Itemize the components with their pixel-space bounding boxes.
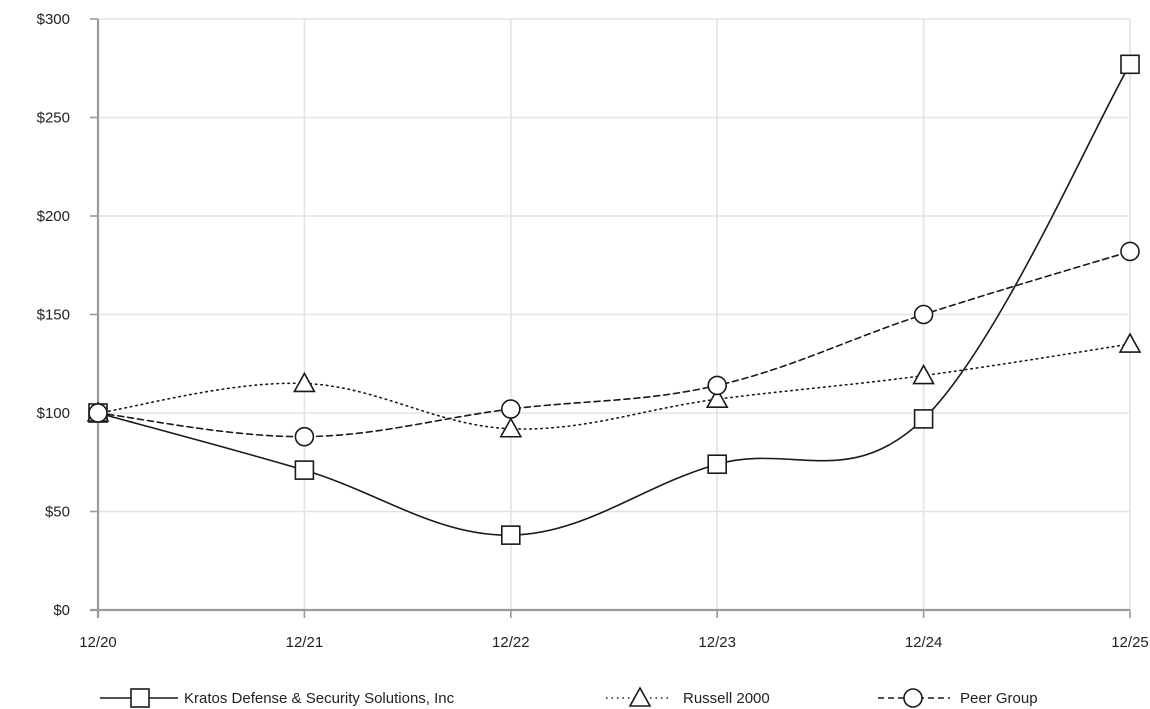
legend-swatch-marker [628,686,652,707]
data-point-circle-2-2 [500,399,521,419]
legend-item-2: Peer Group [878,688,1038,708]
x-tick-label: 12/22 [492,634,530,651]
x-tick-label: 12/21 [286,634,324,651]
data-point-square-0-4 [913,409,934,429]
data-point-circle-2-0 [88,403,108,423]
legend-swatch-marker [130,688,150,708]
x-tick-label: 12/20 [79,634,117,651]
y-tick-label: $200 [37,208,70,225]
legend-label: Peer Group [960,690,1038,707]
x-tick-labels: 12/20 12/21 12/22 12/23 12/24 12/25 [79,634,1149,651]
grid [98,18,1131,610]
axes [90,18,1131,618]
series-markers [86,54,1142,545]
y-tick-label: $300 [37,11,70,28]
y-tick-label: $0 [53,602,70,619]
data-point-triangle-1-4 [912,363,935,385]
legend: Kratos Defense & Security Solutions, Inc… [100,686,1038,708]
y-tick-labels: $0 $50 $100 $150 $200 $250 $300 [37,11,70,619]
series-line-0 [97,63,1131,536]
legend-item-1: Russell 2000 [606,686,770,707]
y-tick-label: $150 [37,307,70,324]
y-tick-label: $250 [37,110,70,127]
series-line-2 [97,250,1131,438]
data-point-square-0-2 [500,525,521,545]
data-point-circle-2-3 [707,375,728,396]
data-point-circle-2-1 [294,426,315,447]
data-point-circle-2-4 [913,304,934,325]
data-point-square-0-5 [1120,54,1140,75]
data-point-square-0-3 [707,454,728,475]
data-point-square-0-1 [294,460,315,480]
series-lines [97,63,1131,536]
data-point-triangle-1-3 [705,387,729,409]
x-tick-label: 12/23 [698,634,736,651]
y-tick-label: $50 [45,504,70,521]
data-point-triangle-1-2 [499,417,523,438]
legend-item-0: Kratos Defense & Security Solutions, Inc [100,688,455,708]
data-point-triangle-1-1 [293,371,316,393]
x-tick-label: 12/24 [905,634,943,651]
x-tick-label: 12/25 [1111,634,1149,651]
legend-label: Russell 2000 [683,690,770,707]
data-point-triangle-1-5 [1118,332,1142,353]
series-line-1 [97,343,1131,430]
data-point-circle-2-5 [1120,241,1140,262]
y-tick-label: $100 [37,405,70,422]
legend-label: Kratos Defense & Security Solutions, Inc [184,690,455,707]
legend-swatch-marker [903,688,923,708]
